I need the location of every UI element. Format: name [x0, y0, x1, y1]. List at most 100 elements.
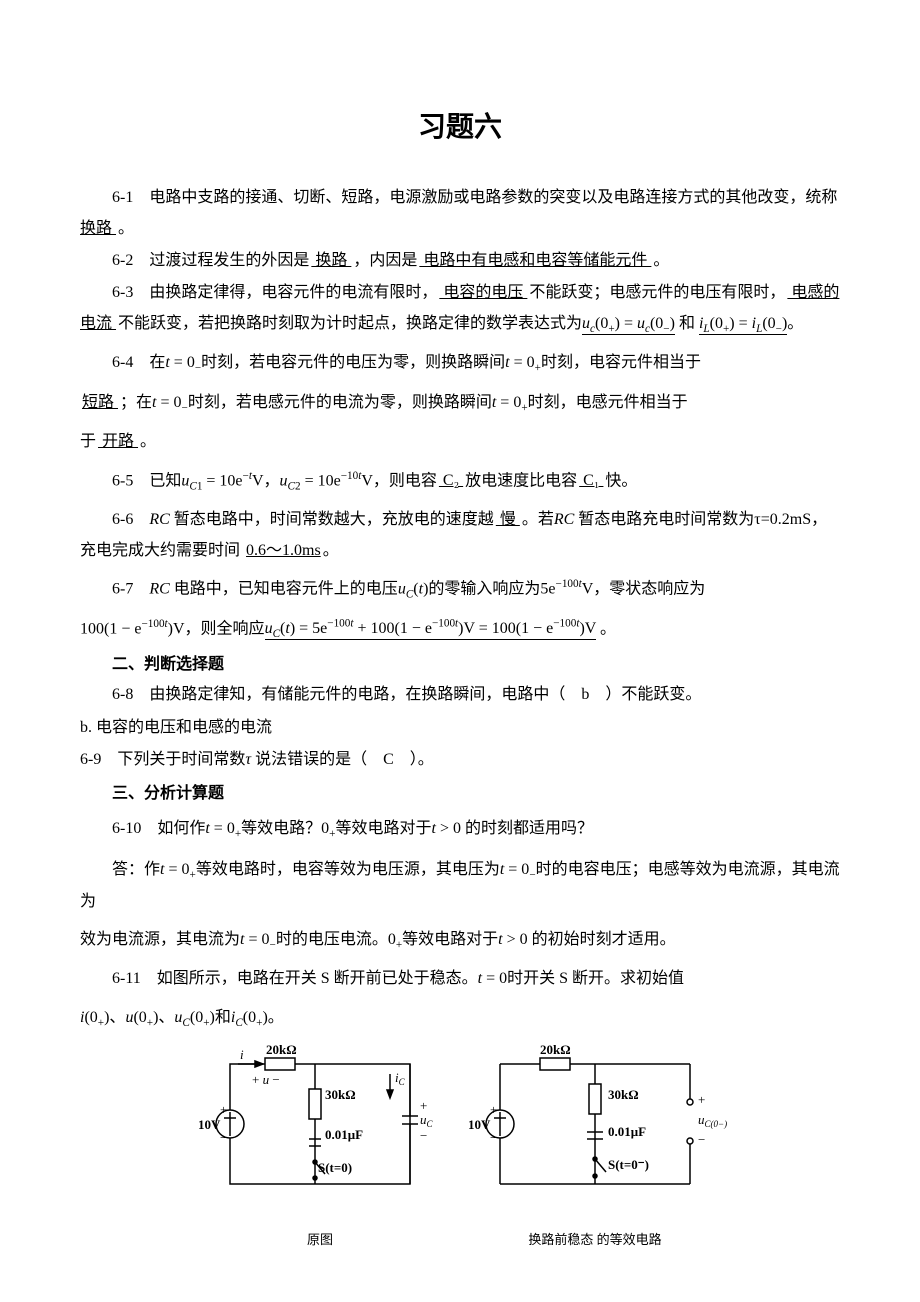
svg-text:S(t=0⁻): S(t=0⁻) — [608, 1157, 649, 1172]
q6-4-b: 时刻，若电容元件的电压为零，则换路瞬间 — [201, 354, 505, 371]
q6-5-m3: 放电速度比电容 — [465, 472, 577, 489]
svg-text:−: − — [490, 1130, 497, 1145]
q6-2-b1: 换路 — [309, 252, 353, 269]
q6-5-m1: ， — [264, 472, 280, 489]
q6-1: 6-1 电路中支路的接通、切断、短路，电源激励或电路参数的突变以及电路连接方式的… — [80, 183, 840, 244]
circuit-2-svg: 20kΩ 10V 30kΩ 0.01μF S(t=0⁻) + uC(0−) − … — [460, 1044, 730, 1214]
svg-text:−: − — [698, 1132, 705, 1147]
svg-text:+: + — [698, 1092, 705, 1107]
q6-11-end: 。 — [268, 1009, 284, 1026]
svg-text:10V: 10V — [198, 1117, 221, 1132]
q6-4-cont: 短路 ；在t = 0−时刻，若电感元件的电流为零，则换路瞬间t = 0+时刻，电… — [80, 388, 840, 419]
q6-3-m2: 不能跃变，若把换路时刻取为计时起点，换路定律的数学表达式为 — [118, 315, 582, 332]
q6-7-cont: 100(1 − e−100t)V，则全响应uC(t) = 5e−100t + 1… — [80, 614, 840, 646]
q6-3-m: 不能跃变；电感元件的电压有限时， — [529, 284, 785, 301]
q6-2-b2: 电路中有电感和电容等储能元件 — [417, 252, 653, 269]
svg-text:−: − — [420, 1128, 427, 1143]
q6-6-bk1: 慢 — [494, 511, 522, 528]
svg-text:−: − — [220, 1130, 227, 1145]
q6-7-rc: RC — [149, 580, 169, 597]
q6-10-b: 等效电路？ — [241, 820, 321, 837]
q6-6-rc1: RC — [149, 511, 169, 528]
page-title: 习题六 — [80, 100, 840, 153]
q6-11-vars: i(0+)、u(0+)、uC(0+)和iC(0+)。 — [80, 1003, 840, 1034]
q6-5: 6-5 已知uC1 = 10e−tV，uC2 = 10e−10tV，则电容 C₂… — [80, 466, 840, 498]
svg-text:+: + — [490, 1102, 497, 1117]
q6-6: 6-6 RC 暂态电路中，时间常数越大，充放电的速度越 慢 。若RC 暂态电路充… — [80, 505, 840, 566]
q6-10-c: 等效电路对于 — [335, 820, 431, 837]
q6-4-cont2: 于 开路 。 — [80, 427, 840, 457]
q6-5-b2: C₁ — [577, 472, 605, 489]
q6-5-m2: ，则电容 — [373, 472, 437, 489]
q6-4-e: 时刻，若电感元件的电流为零，则换路瞬间 — [188, 394, 492, 411]
q6-10-ans: 答：作t = 0+等效电路时，电容等效为电压源，其电压为t = 0−时的电容电压… — [80, 855, 840, 917]
q6-10: 6-10 如何作t = 0+等效电路？0+等效电路对于t > 0 的时刻都适用吗… — [80, 814, 840, 845]
svg-text:0.01μF: 0.01μF — [325, 1127, 363, 1142]
svg-text:0.01μF: 0.01μF — [608, 1124, 646, 1139]
q6-11-b: 时开关 S 断开。求初始值 — [507, 970, 684, 987]
q6-4-a: 6-4 在 — [112, 354, 165, 371]
q6-1-text: 6-1 电路中支路的接通、切断、短路，电源激励或电路参数的突变以及电路连接方式的… — [112, 189, 837, 206]
svg-text:+ u −: + u − — [252, 1072, 280, 1087]
q6-5-b1: C₂ — [437, 472, 465, 489]
q6-6-bk2: 0.6～1.0ms — [244, 542, 323, 559]
svg-text:30kΩ: 30kΩ — [608, 1087, 639, 1102]
q6-8-a: 6-8 由换路定律知，有储能元件的电路，在换路瞬间，电路中（ b ）不能跃变。 — [80, 680, 840, 710]
q6-7-end: 。 — [600, 620, 616, 637]
q6-3-b1: 电容的电压 — [437, 284, 529, 301]
svg-text:uC: uC — [420, 1112, 434, 1129]
q6-3-end: 。 — [787, 315, 803, 332]
q6-11: 6-11 如图所示，电路在开关 S 断开前已处于稳态。t = 0时开关 S 断开… — [80, 964, 840, 994]
q6-8-b: b. 电容的电压和电感的电流 — [80, 713, 840, 743]
q6-6-rc2: RC — [554, 511, 574, 528]
section-2-title: 二、判断选择题 — [80, 650, 840, 680]
section-3-title: 三、分析计算题 — [80, 779, 840, 809]
q6-3: 6-3 由换路定律得，电容元件的电流有限时， 电容的电压 不能跃变；电感元件的电… — [80, 278, 840, 340]
q6-7: 6-7 RC 电路中，已知电容元件上的电压uC(t)的零输入响应为5e−100t… — [80, 574, 840, 606]
ans-b: 等效电路时，电容等效为电压源，其电压为 — [196, 861, 500, 878]
q6-4: 6-4 在t = 0−时刻，若电容元件的电压为零，则换路瞬间t = 0+时刻，电… — [80, 348, 840, 379]
q6-9-a: 6-9 下列关于时间常数 — [80, 751, 245, 768]
svg-text:30kΩ: 30kΩ — [325, 1087, 356, 1102]
q6-9-b: 说法错误的是（ C ）。 — [251, 751, 434, 768]
q6-5-a: 6-5 已知 — [112, 472, 181, 489]
q6-4-end: 。 — [140, 433, 156, 450]
svg-text:S(t=0): S(t=0) — [318, 1160, 352, 1175]
q6-4-c: 时刻，电容元件相当于 — [541, 354, 701, 371]
figure-2-caption: 换路前稳态 的等效电路 — [460, 1228, 730, 1253]
svg-text:iC: iC — [395, 1070, 406, 1087]
ans-e: 等效电路对于 — [402, 931, 498, 948]
ans-d: 时的电压电流。 — [276, 931, 388, 948]
figure-1-caption: 原图 — [190, 1228, 450, 1253]
q6-3-formula1: uc(0+) = uc(0−) — [582, 315, 675, 335]
q6-2-m: ，内因是 — [353, 252, 417, 269]
q6-5-m4: 快。 — [605, 472, 637, 489]
q6-7-b: 电路中，已知电容元件上的电压 — [174, 580, 398, 597]
svg-text:20kΩ: 20kΩ — [540, 1044, 571, 1057]
q6-4-bk1: 短路 — [80, 394, 120, 411]
q6-7-e: ，则全响应 — [185, 620, 265, 637]
q6-7-d: ，零状态响应为 — [593, 580, 705, 597]
q6-4-f: 时刻，电感元件相当于 — [528, 394, 688, 411]
q6-7-c: 的零输入响应为 — [428, 580, 540, 597]
q6-10-a: 6-10 如何作 — [112, 820, 205, 837]
svg-text:10V: 10V — [468, 1117, 491, 1132]
figure-row: i 20kΩ + u − 10V 30kΩ 0.01μF S(t=0) iC +… — [80, 1044, 840, 1252]
q6-10-d: 的时刻都适用吗？ — [465, 820, 593, 837]
figure-2: 20kΩ 10V 30kΩ 0.01μF S(t=0⁻) + uC(0−) − … — [460, 1044, 730, 1252]
figure-1: i 20kΩ + u − 10V 30kΩ 0.01μF S(t=0) iC +… — [190, 1044, 450, 1252]
ans-a: 答：作 — [112, 861, 160, 878]
q6-2: 6-2 过渡过程发生的外因是 换路 ，内因是 电路中有电感和电容等储能元件 。 — [80, 246, 840, 276]
q6-2-end: 。 — [653, 252, 669, 269]
q6-9: 6-9 下列关于时间常数τ 说法错误的是（ C ）。 — [80, 745, 840, 775]
svg-text:20kΩ: 20kΩ — [266, 1044, 297, 1057]
q6-4-bk2: 开路 — [96, 433, 140, 450]
svg-text:i: i — [240, 1047, 244, 1062]
ans-f: 的初始时刻才适用。 — [532, 931, 676, 948]
q6-4-d: ；在 — [120, 394, 152, 411]
q6-6-end: 。 — [323, 542, 339, 559]
q6-6-c: 。若 — [522, 511, 554, 528]
q6-1-end: 。 — [118, 220, 134, 237]
svg-text:uC(0−): uC(0−) — [698, 1112, 727, 1129]
circuit-1-svg: i 20kΩ + u − 10V 30kΩ 0.01μF S(t=0) iC +… — [190, 1044, 450, 1214]
